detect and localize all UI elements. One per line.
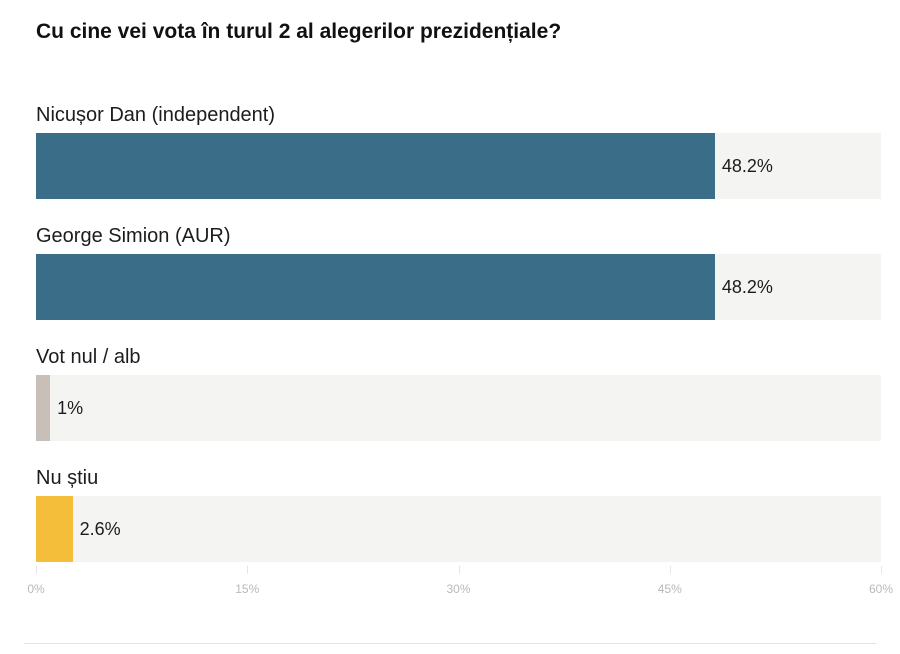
footer-divider <box>24 643 876 644</box>
bar-label: Nicușor Dan (independent) <box>36 104 276 126</box>
bar-track: 2.6% <box>36 496 881 562</box>
bar-value-label: 48.2% <box>721 277 773 297</box>
bar <box>36 496 73 562</box>
bar <box>36 375 51 441</box>
bar-track: 1% <box>36 375 881 441</box>
bar-value-label: 48.2% <box>721 156 773 176</box>
chart-title: Cu cine vei vota în turul 2 al alegerilo… <box>36 20 562 43</box>
bar <box>36 254 715 320</box>
bar-label: Vot nul / alb <box>36 346 141 368</box>
x-tick-label: 15% <box>235 582 260 596</box>
x-tick-mark <box>36 566 37 574</box>
x-tick-label: 30% <box>446 582 471 596</box>
x-tick-mark <box>458 566 460 574</box>
bar-label: Nu știu <box>36 467 99 489</box>
x-tick-mark <box>247 566 249 574</box>
bar-label: George Simion (AUR) <box>36 225 231 247</box>
x-tick-label: 45% <box>657 582 682 596</box>
bar-value-label: 1% <box>57 398 84 418</box>
bar-value-label: 2.6% <box>79 519 121 539</box>
x-tick-label: 60% <box>868 582 894 596</box>
x-tick-label: 0% <box>27 582 45 596</box>
x-tick-mark <box>669 566 671 574</box>
bar <box>36 133 715 199</box>
bar-track: 48.2% <box>36 133 881 199</box>
x-tick-mark <box>881 566 882 574</box>
bar-track: 48.2% <box>36 254 881 320</box>
